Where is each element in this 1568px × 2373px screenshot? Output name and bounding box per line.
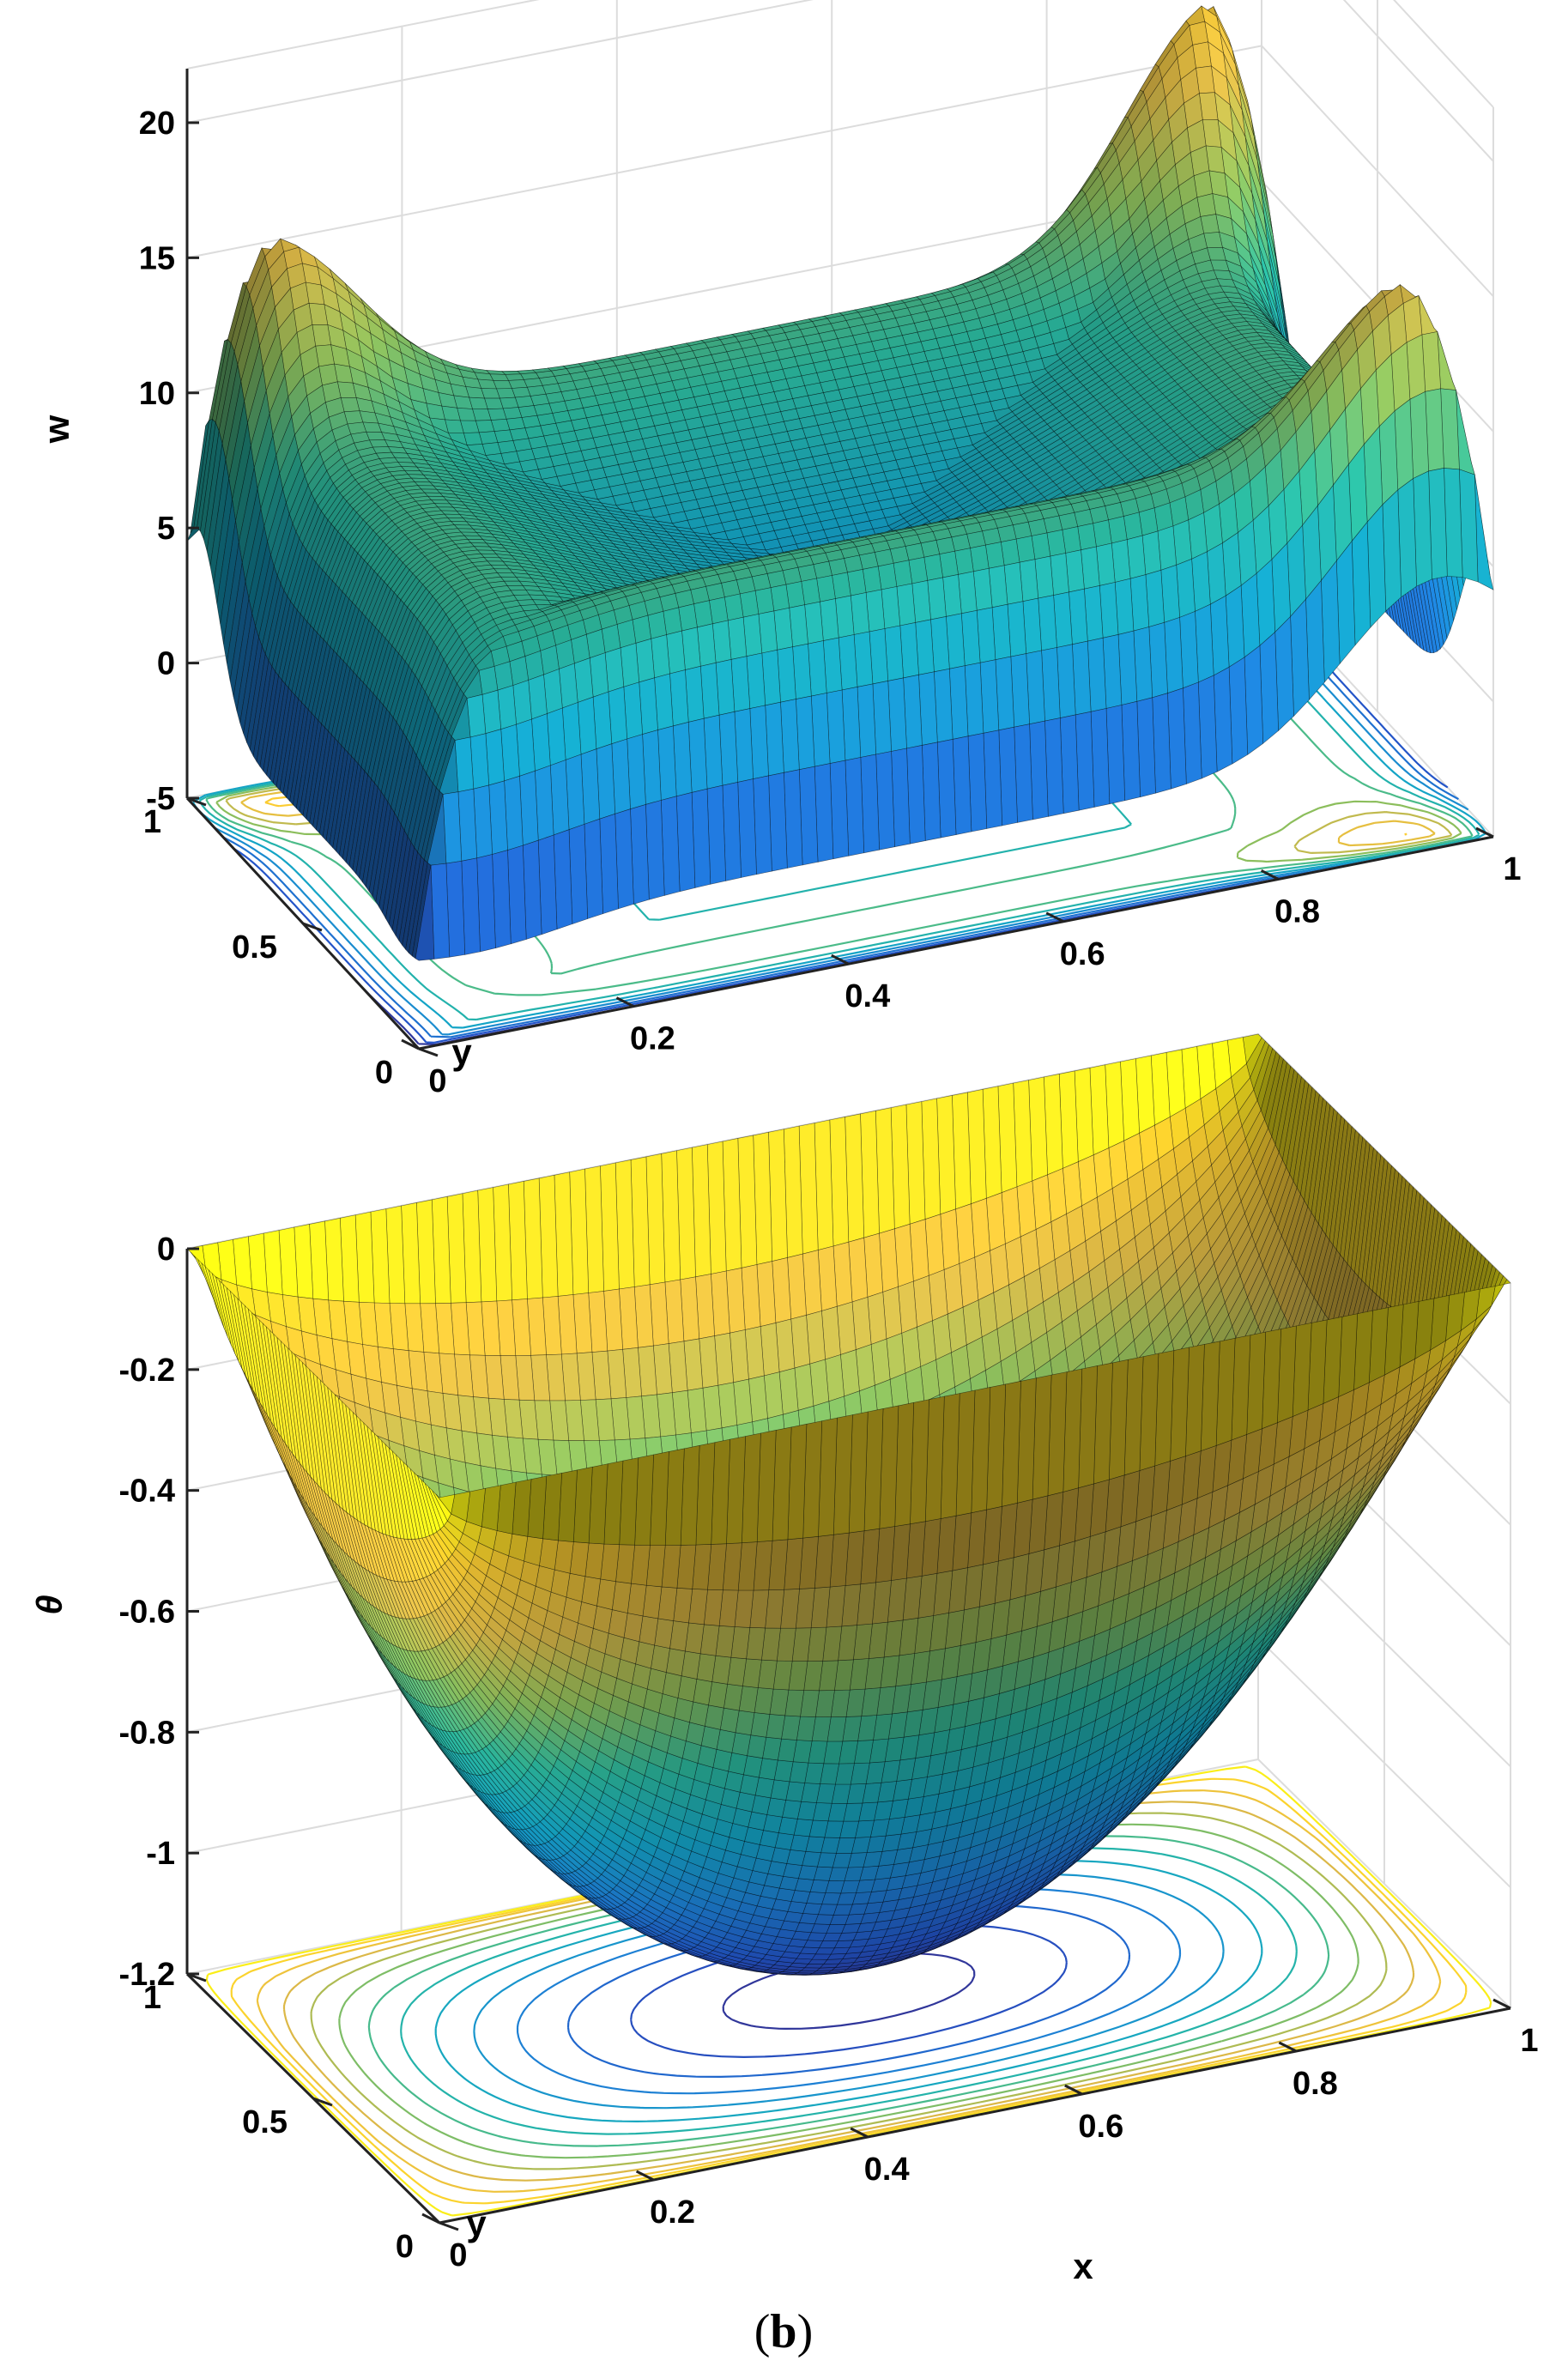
panel-a-grid-top-edge: [186, 0, 1494, 108]
panel-a-z-tick-label: 15: [139, 240, 175, 276]
panel-a-grid-z-line: [186, 0, 1494, 162]
panel-a-x-tick-label: 0: [428, 1063, 446, 1099]
panel-a-y-tick-mark: [418, 1047, 439, 1057]
panel-a-z-tick-label: 5: [157, 511, 175, 547]
panel-a-x-tick-label: 0.6: [1060, 936, 1105, 972]
panel-a-x-tick-label: 0.8: [1274, 893, 1320, 929]
panel-a-x-tick-label: 1: [1503, 851, 1521, 887]
panel-a-z-tick-label: 0: [157, 646, 175, 682]
panel-a-z-axis-label: w: [36, 415, 76, 444]
panel-a-x-tick-label: 0.4: [845, 978, 890, 1014]
panel-b: -1.2-1-0.8-0.6-0.4-0.2000.20.40.60.8100.…: [29, 1032, 1539, 2358]
panel-a-y-tick-label: 0.5: [232, 929, 277, 966]
panel-a-y-axis-label: y: [451, 1032, 472, 1072]
panel-a-z-tick-label: 10: [139, 376, 175, 412]
panel-a-y-tick-label: 0: [375, 1055, 393, 1091]
panel-a-z-tick-label: 20: [139, 106, 175, 142]
panel-a-y-tick-label: 1: [143, 804, 161, 840]
panel-a-surface: [186, 5, 1494, 961]
panel-a-x-tick-label: 0.2: [630, 1021, 675, 1057]
